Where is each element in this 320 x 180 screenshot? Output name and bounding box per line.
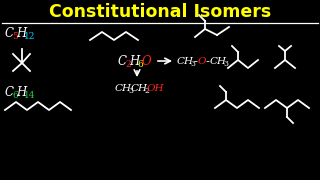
Text: H: H — [16, 26, 26, 39]
Text: 3: 3 — [190, 60, 195, 68]
Text: -: - — [193, 56, 197, 66]
Text: CH: CH — [210, 57, 227, 66]
Text: 3: 3 — [128, 87, 133, 95]
Text: CH: CH — [115, 84, 132, 93]
Text: 6: 6 — [137, 60, 143, 69]
Text: OH: OH — [147, 84, 164, 93]
Text: 2: 2 — [125, 60, 131, 69]
Text: 12: 12 — [24, 31, 36, 40]
Text: 2: 2 — [144, 87, 149, 95]
Text: 14: 14 — [24, 91, 36, 100]
Text: 3: 3 — [223, 60, 228, 68]
Text: Constitutional Isomers: Constitutional Isomers — [49, 3, 271, 21]
Text: CH: CH — [131, 84, 148, 93]
Text: 6: 6 — [12, 91, 18, 100]
Text: C: C — [5, 86, 14, 98]
Text: O: O — [142, 55, 152, 68]
Text: CH: CH — [177, 57, 194, 66]
Text: O: O — [198, 57, 206, 66]
Text: C: C — [5, 26, 14, 39]
Text: C: C — [118, 55, 127, 68]
Text: -: - — [205, 56, 209, 66]
Text: 5: 5 — [12, 31, 18, 40]
Text: H: H — [129, 55, 139, 68]
Text: H: H — [16, 86, 26, 98]
